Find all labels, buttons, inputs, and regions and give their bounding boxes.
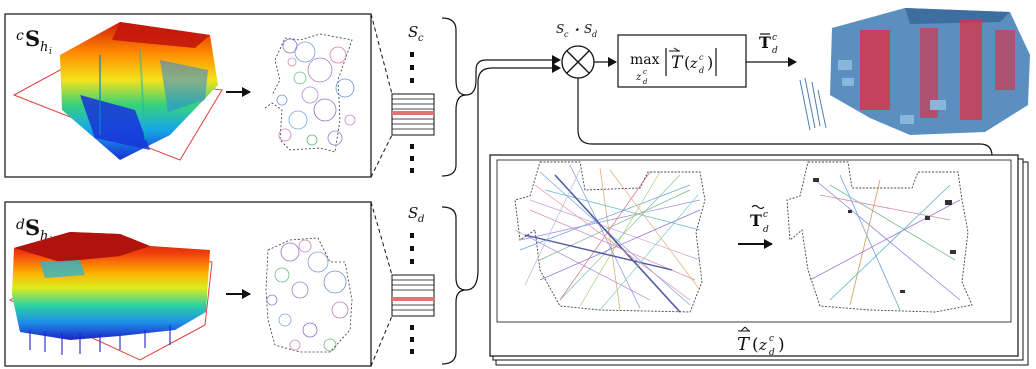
refine-T: T: [750, 211, 762, 230]
top-panel-symbol: S: [25, 26, 40, 51]
top-zoom-dash-upper: [370, 13, 393, 95]
caption-T: T: [737, 334, 751, 355]
bottom-descriptor-highlight-row: [392, 297, 434, 301]
max-under-sub: d: [643, 78, 648, 86]
max-operator-box: max z c d T ( z c d ): [617, 34, 747, 88]
bottom-descriptor-symbol: S: [408, 204, 418, 222]
stack-caption: T ( z c d ): [737, 326, 785, 358]
top-descriptor-highlight-row: [392, 111, 434, 115]
top-descriptor-stack: [391, 93, 435, 136]
paren-close: ): [707, 53, 713, 72]
hat-peak: [673, 47, 680, 52]
max-body-T: T: [671, 53, 684, 73]
bottom-keypoint-map: [265, 237, 353, 353]
top-panel-subsub: i: [49, 47, 52, 57]
bottom-panel-sub: h: [40, 229, 48, 244]
correlation-label: S c ⋆ S d: [556, 22, 597, 39]
top-brace: [441, 17, 467, 177]
max-under-var: z: [635, 72, 642, 83]
max-arg: z: [689, 56, 698, 72]
caption-paren-open: (: [752, 335, 759, 355]
bottom-panel-presup: d: [16, 217, 25, 233]
paren-open: (: [684, 53, 690, 72]
max-label: max: [630, 52, 660, 68]
bottom-zoom-dash-lower: [370, 315, 393, 367]
top-descriptor-column: S c: [391, 17, 467, 177]
top-panel-presup: c: [16, 28, 24, 44]
bottom-pointcloud: [12, 232, 210, 355]
left-match-map: [514, 161, 706, 313]
top-to-correlation-arrow: [465, 55, 561, 96]
max-arg-sub: d: [699, 66, 704, 75]
bottom-descriptor-dots-upper: [410, 233, 414, 264]
bottom-zoom-dash-upper: [370, 201, 393, 276]
top-keypoint-map: [264, 33, 356, 153]
corr-b: S: [584, 22, 592, 36]
caption-arg: z: [758, 336, 767, 354]
corr-b-sub: d: [592, 30, 597, 39]
stack-inner-frame: [496, 159, 1012, 323]
refinement-arrow: T c d: [738, 204, 773, 249]
caption-sub: d: [769, 348, 775, 358]
bottom-panel-symbol: S: [25, 215, 40, 240]
max-arg-sup: c: [699, 53, 704, 62]
bottom-descriptor-column: S d: [391, 204, 467, 365]
bottom-submap-panel: d S h j: [4, 201, 393, 367]
corr-a-sub: c: [564, 30, 569, 39]
refine-sup: c: [763, 210, 768, 220]
top-pointcloud: [60, 22, 218, 160]
caption-hat-left: [740, 326, 746, 332]
output-sub: d: [772, 46, 778, 56]
bottom-brace: [441, 206, 467, 365]
top-descriptor-dots-lower: [410, 144, 414, 173]
bottom-descriptor-stack: [391, 274, 435, 317]
caption-sup: c: [769, 334, 774, 344]
caption-paren-close: ): [778, 335, 785, 355]
top-descriptor-symbol: S: [408, 23, 418, 41]
refine-sub: d: [763, 225, 769, 235]
caption-hat-right: [744, 326, 750, 332]
tilde-mark: [751, 204, 765, 210]
merged-pointcloud: [799, 8, 1030, 135]
output-transform-label: T c d: [759, 33, 778, 56]
corr-a: S: [556, 22, 564, 36]
corr-op: ⋆: [573, 23, 580, 36]
output-T: T: [759, 33, 771, 52]
correlation-otimes-icon: [561, 45, 595, 79]
max-under-sup: c: [643, 68, 647, 76]
correspondence-stack: T c d: [489, 154, 1029, 366]
bottom-descriptor-dots-lower: [410, 325, 414, 354]
right-match-map: [786, 161, 973, 313]
output-sup: c: [772, 33, 777, 43]
bottom-to-correlation-arrow: [465, 63, 561, 291]
top-zoom-dash-lower: [370, 134, 393, 178]
top-submap-panel: c S h i: [4, 13, 393, 178]
top-descriptor-sub: c: [418, 33, 424, 44]
top-descriptor-dots-upper: [410, 52, 414, 83]
top-panel-sub: h: [40, 40, 48, 55]
bottom-descriptor-sub: d: [418, 214, 424, 225]
correlation-to-stack-line: [577, 78, 993, 157]
